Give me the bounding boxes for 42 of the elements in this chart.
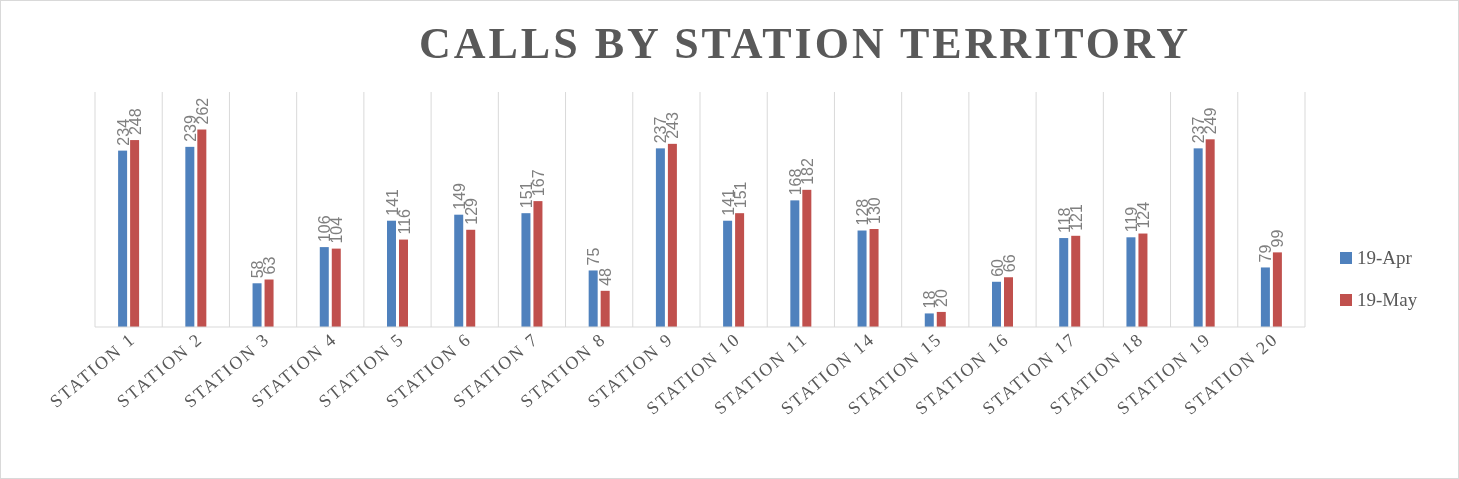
bar xyxy=(533,201,543,327)
bar xyxy=(1272,252,1282,327)
bar xyxy=(331,248,341,327)
bar xyxy=(735,213,745,327)
bar xyxy=(1138,233,1148,327)
bar xyxy=(197,129,207,327)
bar xyxy=(1059,238,1069,327)
bar xyxy=(992,281,1001,327)
bar xyxy=(600,290,610,327)
bar xyxy=(466,229,476,327)
bar xyxy=(588,270,598,327)
bar xyxy=(319,247,329,327)
bar xyxy=(936,311,946,327)
bar xyxy=(252,283,262,327)
bar xyxy=(521,213,531,327)
legend-label: 19-May xyxy=(1357,289,1418,310)
bar xyxy=(723,220,733,327)
bar xyxy=(264,279,274,327)
bar xyxy=(1193,148,1203,327)
data-label: 99 xyxy=(1269,229,1287,248)
bar xyxy=(387,220,396,327)
data-label: 75 xyxy=(585,247,603,266)
bar xyxy=(802,189,812,327)
bar xyxy=(118,150,128,327)
bar xyxy=(655,148,665,327)
bar xyxy=(857,230,867,327)
bar xyxy=(1126,237,1136,327)
bar xyxy=(1071,235,1081,327)
bar xyxy=(1004,277,1013,327)
data-label: 48 xyxy=(597,267,615,286)
bar xyxy=(924,313,934,327)
bar xyxy=(1260,267,1270,327)
legend-label: 19-Apr xyxy=(1357,247,1413,268)
bar xyxy=(185,146,195,327)
chart-title: CALLS BY STATION TERRITORY xyxy=(418,19,1192,68)
bar xyxy=(130,140,140,327)
bar xyxy=(1205,139,1215,327)
bar xyxy=(869,229,879,327)
bar xyxy=(667,143,677,327)
bar xyxy=(399,239,408,327)
bar xyxy=(454,214,464,327)
bar xyxy=(790,200,800,327)
